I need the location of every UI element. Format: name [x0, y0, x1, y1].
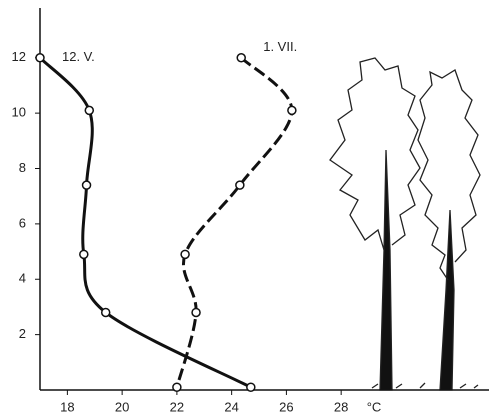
x-tick-label: 24 [224, 399, 238, 414]
tree-trunk [379, 149, 393, 391]
data-point [235, 180, 245, 190]
data-point [236, 53, 246, 63]
data-point [81, 180, 92, 190]
tree-crown [329, 57, 421, 251]
x-tick-label: 26 [279, 399, 293, 414]
series-line [175, 56, 294, 388]
x-tick-label: 18 [60, 399, 74, 414]
data-point [191, 307, 201, 318]
x-unit: °C [367, 399, 382, 414]
series-label: 12. V. [62, 49, 95, 64]
data-point [180, 249, 190, 260]
y-tick-label: 6 [19, 215, 26, 230]
data-point [84, 105, 95, 116]
y-tick-label: 10 [12, 105, 26, 120]
tree-trunk [439, 209, 455, 391]
y-tick-label: 8 [19, 160, 26, 175]
data-point [246, 382, 256, 392]
data-point [172, 382, 182, 392]
series-line [38, 56, 252, 389]
x-tick-label: 22 [170, 399, 184, 414]
data-point [100, 307, 111, 318]
data-point [79, 249, 89, 260]
y-tick-label: 12 [12, 49, 26, 64]
grass [371, 382, 479, 389]
y-tick-label: 4 [19, 271, 26, 286]
data-point [287, 105, 297, 116]
trees-illustration [329, 57, 481, 391]
x-tick-label: 20 [115, 399, 129, 414]
data-point [35, 53, 45, 63]
tree-crown [417, 69, 481, 281]
series-label: 1. VII. [263, 39, 297, 54]
x-tick-label: 28 [334, 399, 348, 414]
y-tick-label: 2 [19, 326, 26, 341]
